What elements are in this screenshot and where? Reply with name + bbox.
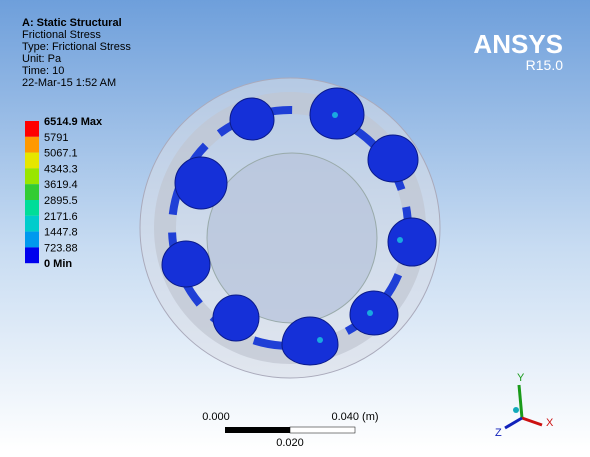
bearing-model	[140, 78, 440, 378]
legend-label: 2895.5	[44, 195, 78, 207]
legend-swatch	[25, 153, 39, 169]
legend-label: 3619.4	[44, 179, 78, 191]
scale-bar	[225, 427, 290, 433]
legend-label: 1447.8	[44, 227, 78, 239]
header-line: 22-Mar-15 1:52 AM	[22, 77, 116, 89]
legend-label: 0 Min	[44, 258, 72, 270]
logo: ANSYS	[473, 29, 563, 59]
header-line: Frictional Stress	[22, 29, 101, 41]
triad-x: X	[546, 417, 554, 429]
scale-left: 0.000	[202, 411, 230, 423]
scale-middle: 0.020	[276, 437, 304, 449]
legend-swatch	[25, 247, 39, 263]
header-line: Type: Frictional Stress	[22, 41, 131, 53]
legend-swatch	[25, 216, 39, 232]
legend-swatch	[25, 184, 39, 200]
legend-swatch	[25, 168, 39, 184]
scale-right: 0.040 (m)	[331, 411, 378, 423]
legend-swatch	[25, 121, 39, 137]
triad-z: Z	[495, 427, 502, 439]
legend-label: 6514.9 Max	[44, 116, 103, 128]
logo-version: R15.0	[526, 57, 564, 73]
title: A: Static Structural	[22, 17, 122, 29]
legend-swatch	[25, 200, 39, 216]
header-line: Unit: Pa	[22, 53, 62, 65]
legend-swatch	[25, 137, 39, 153]
legend-label: 4343.3	[44, 163, 78, 175]
legend-label: 2171.6	[44, 211, 78, 223]
legend-label: 5791	[44, 132, 68, 144]
header-line: Time: 10	[22, 65, 64, 77]
viewport: A: Static Structural Frictional StressTy…	[0, 0, 590, 452]
triad-y: Y	[517, 372, 525, 384]
scale-bar	[290, 427, 355, 433]
legend-label: 5067.1	[44, 148, 78, 160]
legend-label: 723.88	[44, 242, 78, 254]
legend-swatch	[25, 232, 39, 248]
